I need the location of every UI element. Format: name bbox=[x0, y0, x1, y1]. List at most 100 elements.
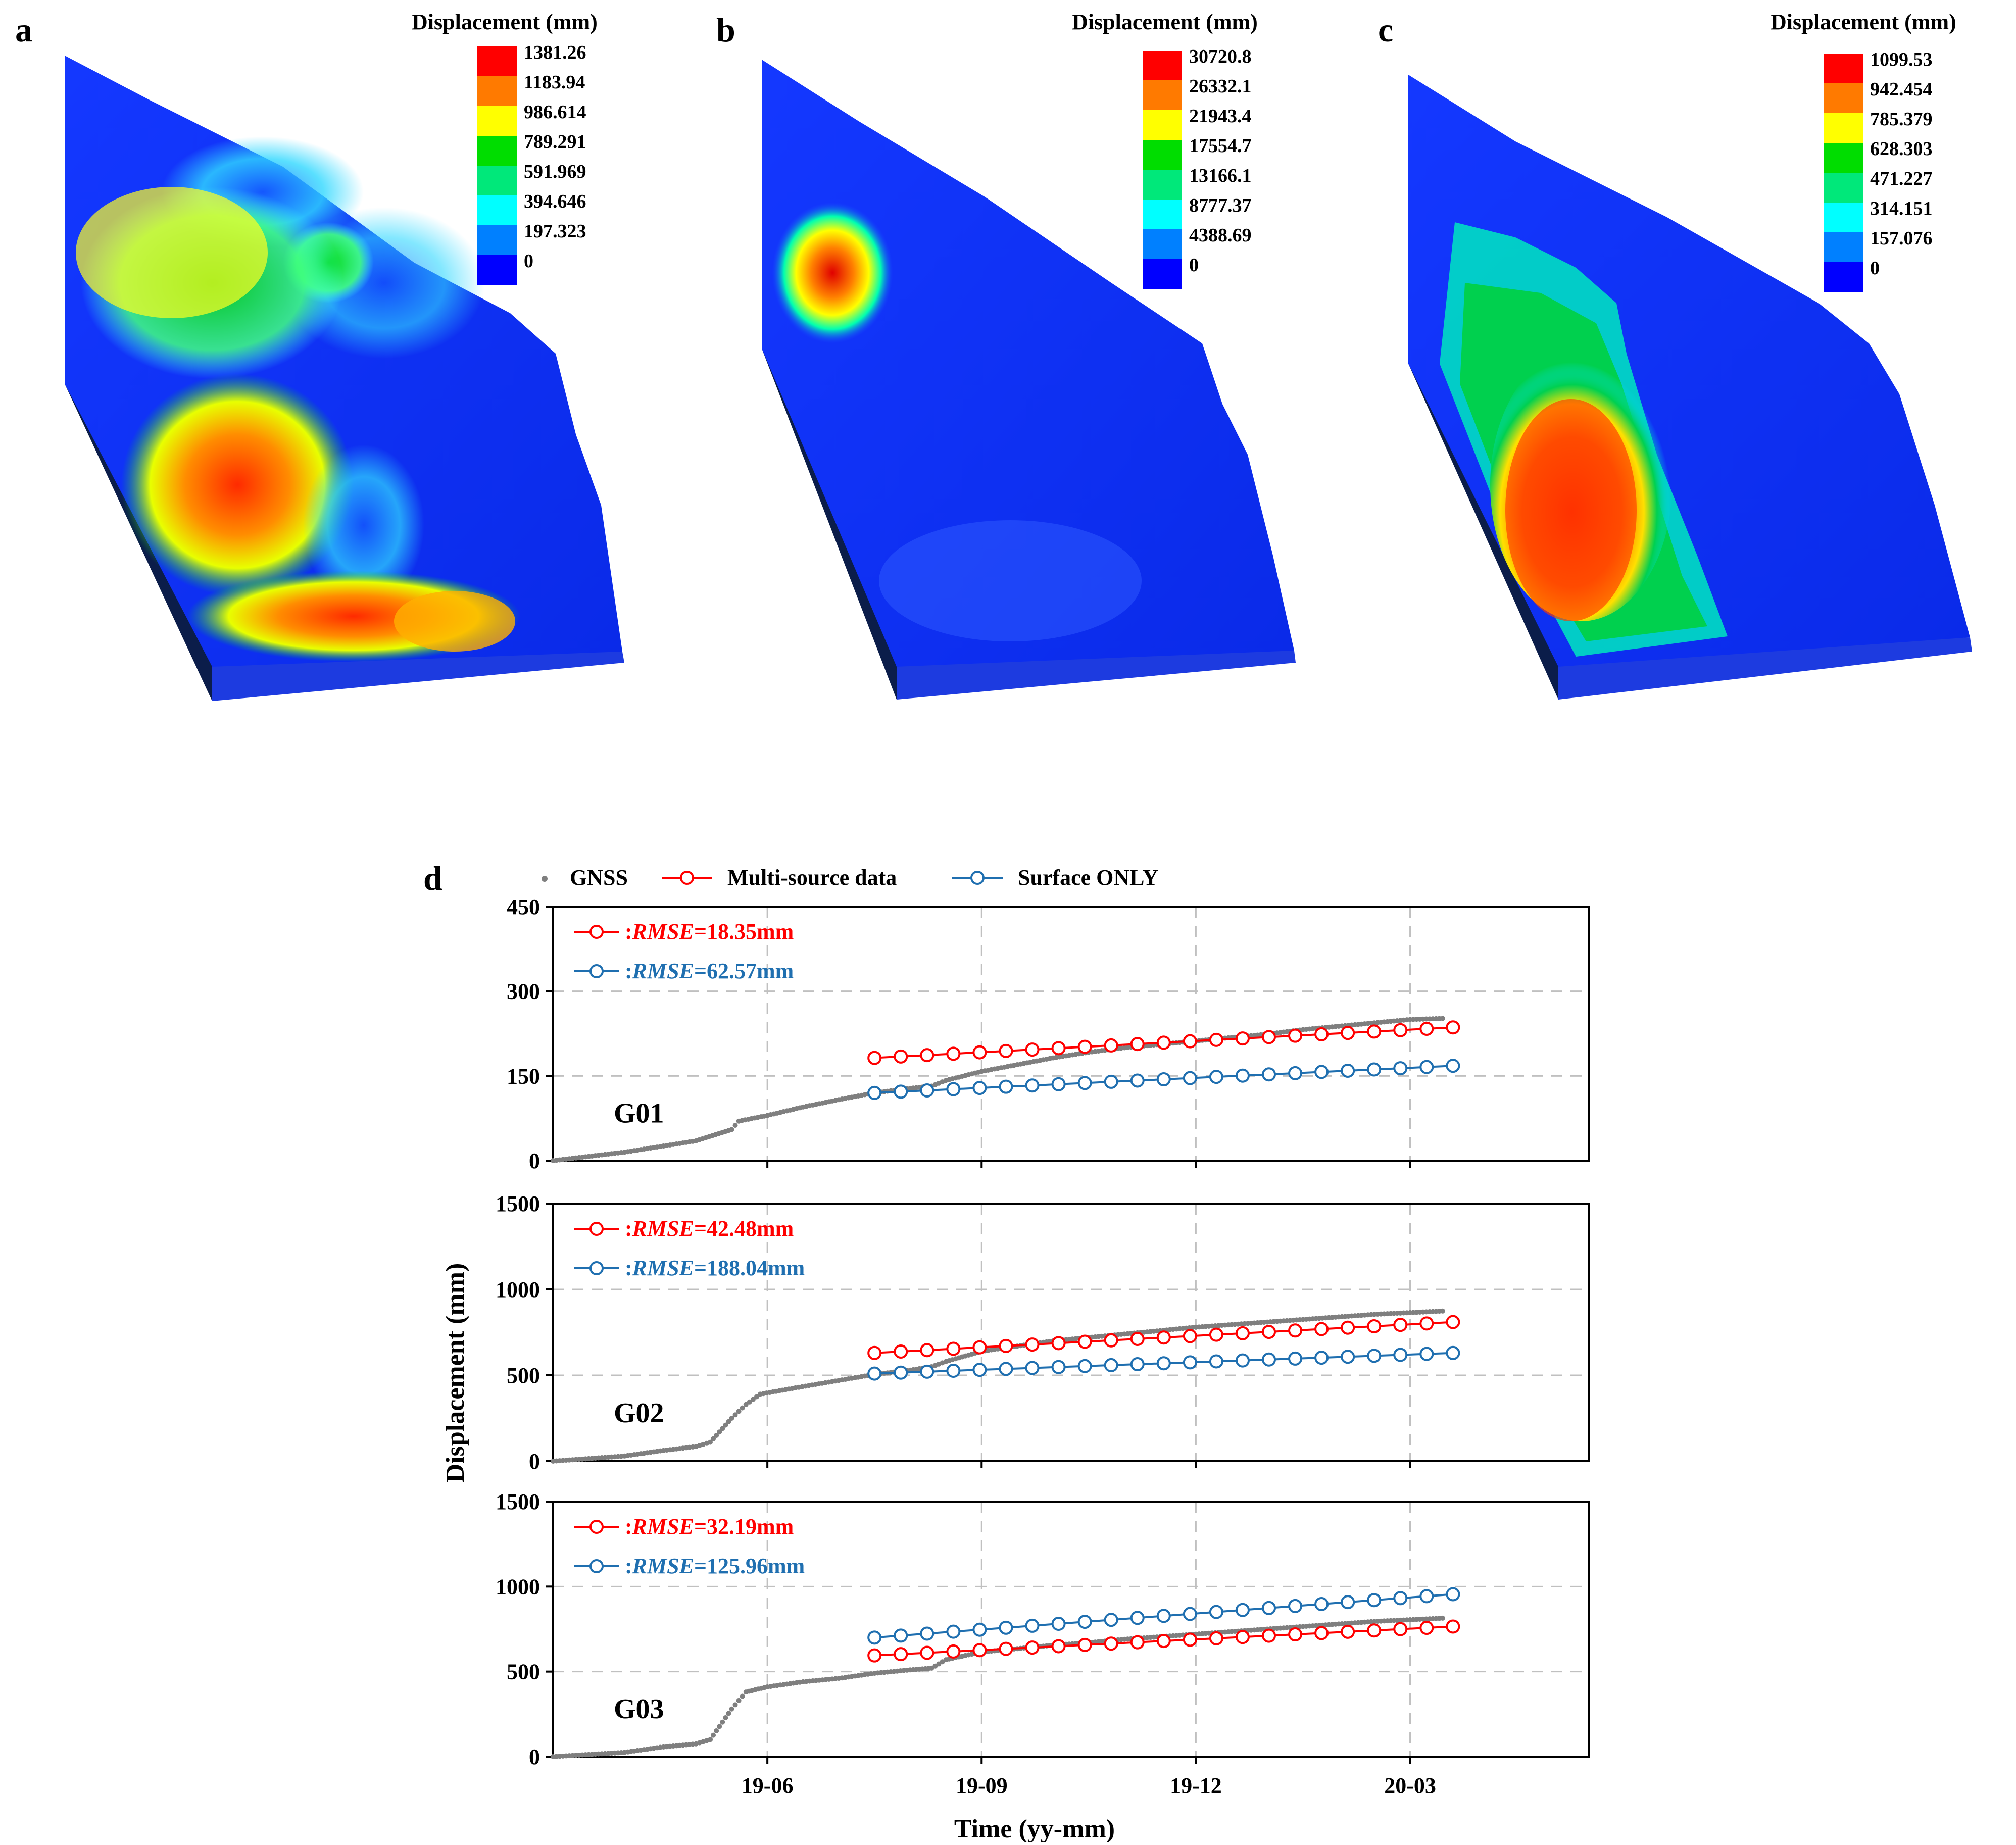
subplot-G03: 050010001500:RMSE=32.19mm:RMSE=125.96mmG… bbox=[496, 1489, 1590, 1769]
gnss-point bbox=[750, 1397, 756, 1402]
surface-only-rmse-marker bbox=[589, 1261, 604, 1275]
panel-a-colorbar-swatch bbox=[477, 106, 517, 136]
gnss-point bbox=[729, 1706, 734, 1712]
y-tick-label: 300 bbox=[507, 979, 540, 1004]
gnss-point bbox=[723, 1422, 728, 1428]
surface-only-rmse-value: =125.96mm bbox=[694, 1554, 805, 1578]
gnss-point bbox=[1440, 1308, 1445, 1314]
panel-c-model: c bbox=[1378, 11, 1972, 700]
y-axis-label: Displacement (mm) bbox=[441, 1263, 470, 1483]
surface-only-point bbox=[972, 1622, 987, 1637]
multi-source-point bbox=[920, 1343, 935, 1358]
surface-only-point bbox=[972, 1081, 987, 1095]
multi-source-point bbox=[1288, 1323, 1303, 1338]
surface-only-point bbox=[1262, 1601, 1276, 1615]
surface-only-point bbox=[1262, 1352, 1276, 1367]
gnss-point bbox=[732, 1123, 738, 1128]
panel-b-colorbar-label: 17554.7 bbox=[1189, 135, 1252, 157]
surface-only-point bbox=[1156, 1072, 1171, 1087]
surface-only-point bbox=[867, 1366, 882, 1381]
station-label: G02 bbox=[614, 1398, 664, 1429]
multi-source-point bbox=[1419, 1316, 1434, 1331]
surface-only-point bbox=[1235, 1353, 1250, 1368]
surface-only-rmse-marker bbox=[589, 1559, 604, 1573]
surface-only-point bbox=[1341, 1063, 1355, 1078]
surface-only-point bbox=[1367, 1349, 1382, 1363]
multi-source-point bbox=[1209, 1327, 1223, 1342]
multi-source-point bbox=[972, 1045, 987, 1060]
multi-source-point bbox=[1446, 1315, 1460, 1329]
surface-only-point bbox=[1077, 1359, 1092, 1373]
multi-source-point bbox=[1025, 1042, 1040, 1057]
surface-only-point bbox=[1341, 1350, 1355, 1364]
panel-a-colorbar-label: 591.969 bbox=[524, 161, 586, 182]
surface-only-point bbox=[1130, 1357, 1145, 1372]
panel-b-colorbar-swatch bbox=[1143, 229, 1182, 259]
panel-a-legend-title: Displacement (mm) bbox=[412, 10, 598, 34]
panel-a-colorbar-label: 197.323 bbox=[524, 221, 586, 242]
surface-only-point bbox=[1446, 1587, 1460, 1602]
multi-source-point bbox=[1446, 1619, 1460, 1634]
multi-source-point bbox=[894, 1344, 908, 1359]
gnss-point bbox=[729, 1127, 734, 1132]
surface-only-point bbox=[1419, 1347, 1434, 1361]
multi-source-point bbox=[1446, 1020, 1460, 1035]
panel-b-colorbar-swatch bbox=[1143, 170, 1182, 200]
panel-a-model: a bbox=[15, 11, 624, 701]
panel-a-colorbar-label: 986.614 bbox=[524, 102, 586, 123]
y-tick-label: 0 bbox=[529, 1149, 540, 1173]
multi-source-rmse-variable: RMSE bbox=[632, 1216, 694, 1241]
multi-source-point bbox=[1051, 1041, 1066, 1056]
surface-only-rmse-variable: RMSE bbox=[632, 1256, 694, 1280]
panel-b-slope bbox=[762, 60, 1294, 667]
legend-multi-marker bbox=[680, 871, 694, 885]
gnss-point bbox=[740, 1693, 745, 1699]
surface-only-point bbox=[1156, 1609, 1171, 1623]
surface-only-point bbox=[946, 1624, 961, 1639]
panel-c-legend-title: Displacement (mm) bbox=[1771, 10, 1956, 34]
surface-only-point bbox=[1130, 1611, 1145, 1625]
multi-source-rmse-value: =32.19mm bbox=[694, 1514, 794, 1539]
multi-source-point bbox=[1209, 1631, 1223, 1645]
panel-b-colorbar-swatch bbox=[1143, 200, 1182, 229]
surface-only-point bbox=[1288, 1599, 1303, 1613]
gnss-point bbox=[711, 1436, 716, 1441]
station-label: G03 bbox=[614, 1693, 664, 1725]
panel-c-colorbar-label: 1099.53 bbox=[1870, 49, 1933, 70]
multi-source-rmse-marker bbox=[589, 1222, 604, 1236]
surface-only-rmse-prefix: : bbox=[625, 1256, 632, 1280]
surface-only-point bbox=[1314, 1351, 1329, 1365]
panel-a-colorbar-swatch bbox=[477, 255, 517, 285]
surface-only-point bbox=[972, 1363, 987, 1377]
panel-c-colorbar-label: 314.151 bbox=[1870, 198, 1933, 219]
multi-source-point bbox=[1051, 1639, 1066, 1654]
multi-source-point bbox=[920, 1048, 935, 1063]
panel-b-colorbar-swatch bbox=[1143, 110, 1182, 140]
multi-source-point bbox=[1104, 1636, 1118, 1651]
multi-source-point bbox=[999, 1338, 1013, 1353]
panel-b-colorbar-label: 8777.37 bbox=[1189, 195, 1252, 216]
surface-only-point bbox=[867, 1630, 882, 1645]
surface-only-rmse-variable: RMSE bbox=[632, 1554, 694, 1578]
panel-c-colorbar-swatch bbox=[1824, 113, 1863, 143]
surface-only-point bbox=[867, 1085, 882, 1100]
multi-source-rmse-text: :RMSE=18.35mm bbox=[625, 919, 794, 944]
panel-a-colorbar-swatch bbox=[477, 166, 517, 195]
multi-source-rmse-value: =18.35mm bbox=[694, 919, 794, 944]
multi-source-point bbox=[1209, 1032, 1223, 1047]
surface-only-rmse-prefix: : bbox=[625, 1554, 632, 1578]
surface-only-point bbox=[999, 1620, 1013, 1635]
multi-source-rmse-marker bbox=[589, 1520, 604, 1534]
multi-source-point bbox=[1104, 1038, 1118, 1053]
multi-source-rmse-marker bbox=[589, 925, 604, 939]
gnss-point bbox=[714, 1728, 719, 1734]
surface-only-point bbox=[999, 1362, 1013, 1376]
panel-b-colorbar-swatch bbox=[1143, 140, 1182, 170]
multi-source-point bbox=[1314, 1027, 1329, 1041]
multi-source-point bbox=[1077, 1637, 1092, 1652]
surface-only-point bbox=[1314, 1597, 1329, 1611]
panel-b-colorbar-label: 13166.1 bbox=[1189, 165, 1252, 186]
surface-only-point bbox=[1367, 1593, 1382, 1608]
